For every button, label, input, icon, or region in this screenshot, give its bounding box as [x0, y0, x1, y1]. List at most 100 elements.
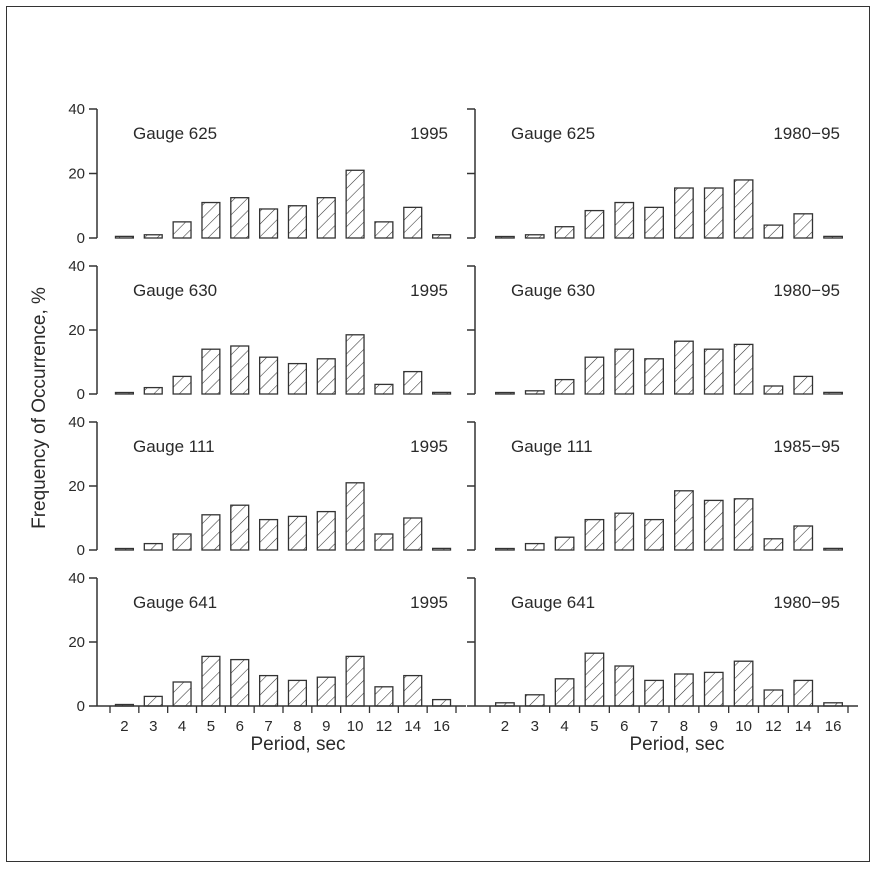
x-tick-label: 9	[710, 718, 718, 735]
bar-14	[793, 679, 814, 707]
bar-9	[703, 187, 724, 239]
bar-16	[823, 235, 843, 239]
y-tick-label: 40	[68, 570, 85, 587]
bar-9	[703, 499, 724, 551]
bar-12	[374, 686, 394, 707]
bar-12	[763, 224, 784, 239]
x-tick-label: 5	[207, 718, 215, 735]
panel-7: 0 20 40 Gauge 641 1995 2 3 4 5 6 7 8 9 10 12 14 16	[68, 570, 466, 735]
bar-10	[733, 498, 754, 551]
x-axis-title-right: Period, sec	[629, 734, 724, 755]
bar-5	[201, 655, 221, 707]
bar-2	[114, 547, 135, 551]
bar-3	[143, 386, 163, 395]
bar-7	[258, 356, 279, 395]
panel-title: Gauge 625	[511, 124, 595, 143]
panel-period: 1980−95	[773, 281, 840, 300]
bar-4	[172, 681, 192, 707]
bar-3	[143, 542, 163, 551]
bar-10	[345, 482, 365, 551]
bar-7	[644, 518, 664, 551]
bar-7	[258, 518, 279, 551]
x-tick-label: 10	[735, 718, 752, 735]
bar-14	[403, 370, 423, 395]
panel-2: Gauge 625 1980−95	[467, 108, 843, 239]
bar-6	[614, 348, 635, 395]
bar-8	[287, 679, 308, 707]
bar-7	[644, 358, 664, 395]
y-tick-label: 40	[68, 414, 85, 431]
bar-2	[114, 235, 135, 239]
bar-2	[495, 391, 515, 395]
bar-6	[230, 658, 250, 707]
bar-5	[584, 518, 605, 551]
x-tick-label: 3	[531, 718, 539, 735]
bar-4	[554, 678, 575, 707]
bar-12	[374, 383, 394, 395]
bar-6	[230, 504, 250, 551]
bar-6	[230, 345, 250, 395]
x-tick-label: 4	[560, 718, 568, 735]
panel-1: 0 20 40 Gauge 625 1995	[68, 101, 452, 247]
bar-8	[674, 340, 694, 395]
bar-2	[495, 235, 515, 239]
panel-5: 0 20 40 Gauge 111 1995	[68, 414, 452, 559]
bar-14	[403, 674, 423, 707]
bar-6	[614, 201, 635, 239]
y-tick-label: 20	[68, 478, 85, 495]
bar-7	[644, 206, 664, 239]
bar-7	[258, 208, 279, 239]
bar-16	[823, 547, 843, 551]
bar-5	[201, 201, 221, 239]
bar-3	[143, 234, 163, 239]
panel-period: 1980−95	[773, 593, 840, 612]
bar-5	[201, 514, 221, 551]
x-tick-label: 9	[322, 718, 330, 735]
x-tick-label: 8	[680, 718, 688, 735]
bar-3	[524, 694, 545, 707]
bar-4	[554, 536, 575, 551]
bar-9	[703, 671, 724, 707]
y-tick-label: 20	[68, 634, 85, 651]
bar-7	[644, 679, 664, 707]
bar-4	[172, 375, 192, 395]
bar-6	[230, 197, 250, 239]
bar-4	[554, 378, 575, 395]
panel-period: 1995	[410, 437, 448, 456]
y-tick-label: 0	[77, 386, 85, 403]
panel-title: Gauge 641	[133, 593, 217, 612]
bar-14	[793, 213, 814, 239]
bar-5	[584, 209, 605, 239]
x-tick-label: 6	[236, 718, 244, 735]
bar-10	[345, 334, 365, 395]
bar-10	[345, 169, 365, 239]
x-tick-label: 2	[501, 718, 509, 735]
y-tick-label: 0	[77, 542, 85, 559]
figure-frame	[6, 6, 870, 862]
bar-12	[763, 385, 784, 395]
panel-title: Gauge 630	[133, 281, 217, 300]
bar-12	[374, 221, 394, 239]
x-tick-label: 3	[149, 718, 157, 735]
x-axis-title-left: Period, sec	[250, 734, 345, 755]
x-tick-label: 6	[620, 718, 628, 735]
bar-16	[431, 547, 452, 551]
panel-title: Gauge 641	[511, 593, 595, 612]
x-tick-label: 14	[404, 718, 421, 735]
panel-period: 1995	[410, 281, 448, 300]
y-tick-label: 0	[77, 698, 85, 715]
bar-4	[172, 533, 192, 551]
bar-5	[584, 356, 605, 395]
panel-period: 1985−95	[773, 437, 840, 456]
bar-3	[143, 695, 163, 707]
x-tick-label: 5	[590, 718, 598, 735]
bar-12	[374, 533, 394, 551]
x-tick-label: 16	[433, 718, 450, 735]
bar-2	[495, 547, 515, 551]
y-tick-label: 0	[77, 230, 85, 247]
panel-title: Gauge 111	[511, 437, 593, 456]
bar-2	[114, 391, 135, 395]
y-tick-label: 40	[68, 258, 85, 275]
panel-period: 1980−95	[773, 124, 840, 143]
y-tick-label: 40	[68, 101, 85, 118]
